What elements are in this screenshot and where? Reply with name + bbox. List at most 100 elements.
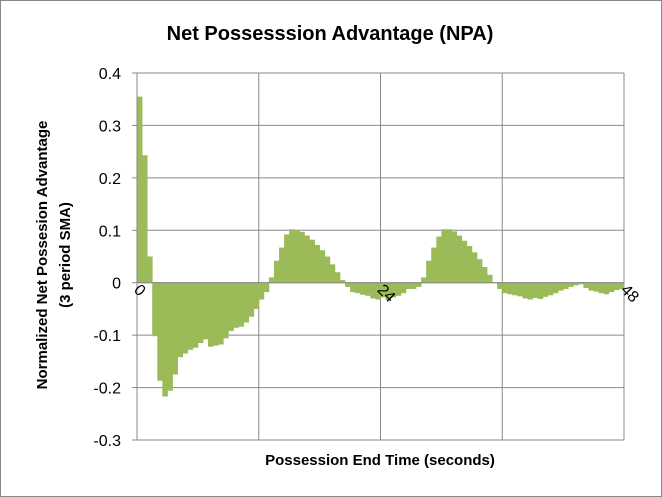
bar: [187, 282, 194, 350]
bar: [258, 282, 265, 300]
bar: [395, 282, 402, 296]
bar: [563, 282, 569, 290]
bar: [279, 247, 285, 283]
y-tick-label: 0.2: [99, 171, 121, 188]
bar: [507, 282, 513, 295]
tick-labels: 0.40.30.20.10-0.1-0.2-0.30 24 48: [93, 66, 641, 450]
bar: [202, 282, 209, 340]
bar: [294, 230, 300, 283]
bar: [319, 250, 326, 283]
bar: [324, 256, 331, 283]
y-tick-label: 0.4: [99, 66, 121, 83]
bar: [208, 282, 214, 347]
gridlines: [137, 72, 625, 441]
bar: [243, 282, 250, 323]
bar: [273, 260, 280, 283]
y-axis-title-line-2: (3 period SMA): [57, 202, 74, 308]
bar: [253, 282, 260, 309]
bar: [167, 282, 173, 391]
bar: [426, 260, 432, 283]
bar: [436, 236, 442, 283]
bar: [223, 282, 229, 339]
bar: [162, 282, 168, 397]
y-tick-label: 0: [112, 276, 121, 293]
bar: [421, 277, 427, 283]
bar: [289, 229, 295, 283]
bar: [375, 282, 381, 300]
bar: [476, 259, 483, 283]
bar: [542, 282, 549, 297]
bar: [314, 244, 321, 283]
bar: [416, 282, 422, 287]
bar: [152, 282, 158, 337]
bar: [355, 282, 361, 294]
bar: [360, 282, 366, 295]
bar: [573, 282, 579, 286]
bar: [497, 282, 503, 290]
bar: [400, 282, 407, 294]
axes: [132, 72, 624, 441]
bar: [365, 282, 371, 296]
bar: [451, 231, 457, 283]
bar: [238, 282, 244, 327]
bar: [380, 282, 386, 298]
bar: [268, 277, 275, 283]
bar: [588, 282, 594, 291]
x-axis-title: Possession End Time (seconds): [265, 452, 495, 469]
bar: [304, 235, 310, 283]
bar: [522, 282, 529, 299]
bar: [370, 282, 376, 299]
bar: [441, 229, 447, 283]
x-tick-label: 0: [130, 282, 148, 300]
bar: [142, 155, 148, 283]
bar: [527, 282, 534, 300]
bar: [172, 282, 178, 375]
y-tick-label: 0.3: [99, 118, 121, 135]
bar: [608, 282, 615, 293]
bar: [461, 240, 468, 283]
bar: [147, 256, 153, 283]
bar: [385, 282, 392, 301]
y-axis-title-line-1: Normalized Net Possesion Advantage: [34, 121, 51, 390]
bar: [334, 272, 341, 283]
bar: [344, 282, 351, 287]
bar: [405, 282, 412, 290]
bars: [137, 96, 625, 397]
bar: [157, 282, 163, 381]
bar: [213, 282, 219, 346]
bar: [471, 252, 478, 283]
bar: [390, 282, 397, 298]
bar: [598, 282, 605, 294]
bar: [568, 282, 574, 287]
bar: [248, 282, 255, 317]
y-tick-label: -0.3: [93, 433, 121, 450]
bar: [512, 282, 518, 296]
bar: [481, 266, 488, 283]
y-tick-label: -0.1: [93, 328, 121, 345]
bar: [431, 247, 437, 283]
bar: [613, 282, 620, 291]
bar: [552, 282, 559, 294]
bar: [466, 246, 473, 283]
y-tick-label: -0.2: [93, 381, 121, 398]
bar: [532, 282, 539, 298]
bar: [410, 282, 417, 290]
bar: [456, 235, 463, 283]
bar: [350, 282, 356, 293]
bar: [537, 282, 544, 299]
bar: [502, 282, 508, 294]
bar: [329, 264, 336, 283]
bar: [558, 282, 564, 291]
bar: [339, 280, 346, 283]
bar: [197, 282, 204, 344]
bar: [309, 239, 315, 283]
bar: [593, 282, 600, 292]
bar: [583, 282, 589, 288]
bar: [547, 282, 554, 296]
bar: [177, 282, 184, 358]
bar: [284, 234, 290, 283]
bar: [228, 282, 234, 331]
bar: [218, 282, 224, 345]
